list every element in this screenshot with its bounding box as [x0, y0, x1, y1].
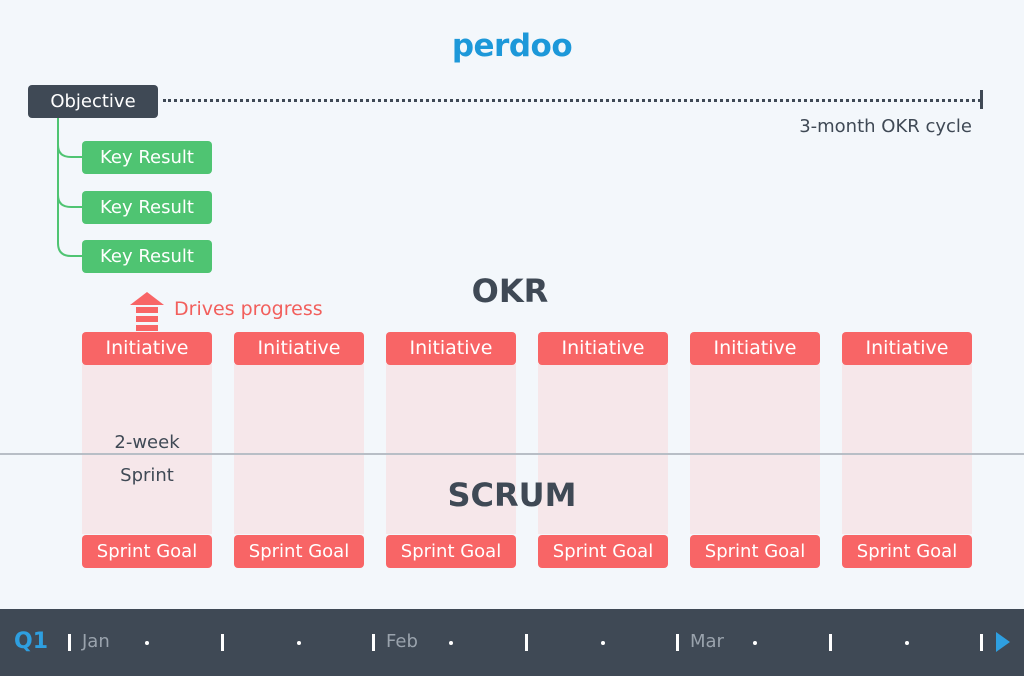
initiative-4: Initiative [538, 332, 668, 365]
sprint-goal-5: Sprint Goal [690, 535, 820, 568]
sprint-column-3 [386, 364, 516, 534]
initiative-2: Initiative [234, 332, 364, 365]
timeline-tick [676, 634, 679, 651]
key-result-2: Key Result [82, 191, 212, 224]
okr-title: OKR [471, 272, 549, 310]
timeline-dot [297, 641, 301, 645]
key-result-1: Key Result [82, 141, 212, 174]
sprint-goal-2: Sprint Goal [234, 535, 364, 568]
timeline-tick [525, 634, 528, 651]
cycle-label: 3-month OKR cycle [799, 116, 972, 137]
timeline-tick [829, 634, 832, 651]
objective-box: Objective [28, 85, 158, 118]
month-label-mar: Mar [690, 631, 724, 652]
sprint-column-6 [842, 364, 972, 534]
initiative-3: Initiative [386, 332, 516, 365]
sprint-goal-4: Sprint Goal [538, 535, 668, 568]
scrum-title: SCRUM [447, 476, 577, 514]
initiative-6: Initiative [842, 332, 972, 365]
drives-progress-label: Drives progress [174, 298, 323, 320]
sprint-duration-line-2: Sprint [120, 465, 174, 486]
initiative-5: Initiative [690, 332, 820, 365]
initiative-1: Initiative [82, 332, 212, 365]
timeline-dot [601, 641, 605, 645]
sprint-column-2 [234, 364, 364, 534]
sprint-goal-3: Sprint Goal [386, 535, 516, 568]
timeline-dot [145, 641, 149, 645]
cycle-end-marker [980, 90, 983, 109]
sprint-goal-6: Sprint Goal [842, 535, 972, 568]
quarter-label: Q1 [14, 629, 49, 654]
timeline-tick [372, 634, 375, 651]
timeline-tick [980, 634, 983, 651]
okr-scrum-divider [0, 453, 1024, 455]
sprint-duration-line-1: 2-week [114, 432, 180, 453]
key-result-connectors [57, 118, 82, 257]
sprint-column-4 [538, 364, 668, 534]
quarter-timeline [0, 609, 1024, 676]
sprint-column-1 [82, 364, 212, 534]
timeline-tick [68, 634, 71, 651]
sprint-duration-label: 2-week Sprint [82, 426, 212, 492]
sprint-column-5 [690, 364, 820, 534]
month-label-jan: Jan [82, 631, 110, 652]
perdoo-logo: perdoo [451, 28, 573, 64]
play-arrow-icon [996, 632, 1010, 652]
month-label-feb: Feb [386, 631, 418, 652]
cycle-timeline-line [163, 99, 981, 102]
key-result-3: Key Result [82, 240, 212, 273]
sprint-goal-1: Sprint Goal [82, 535, 212, 568]
timeline-tick [221, 634, 224, 651]
timeline-dot [449, 641, 453, 645]
up-arrow-icon [130, 292, 164, 331]
timeline-dot [905, 641, 909, 645]
timeline-dot [753, 641, 757, 645]
